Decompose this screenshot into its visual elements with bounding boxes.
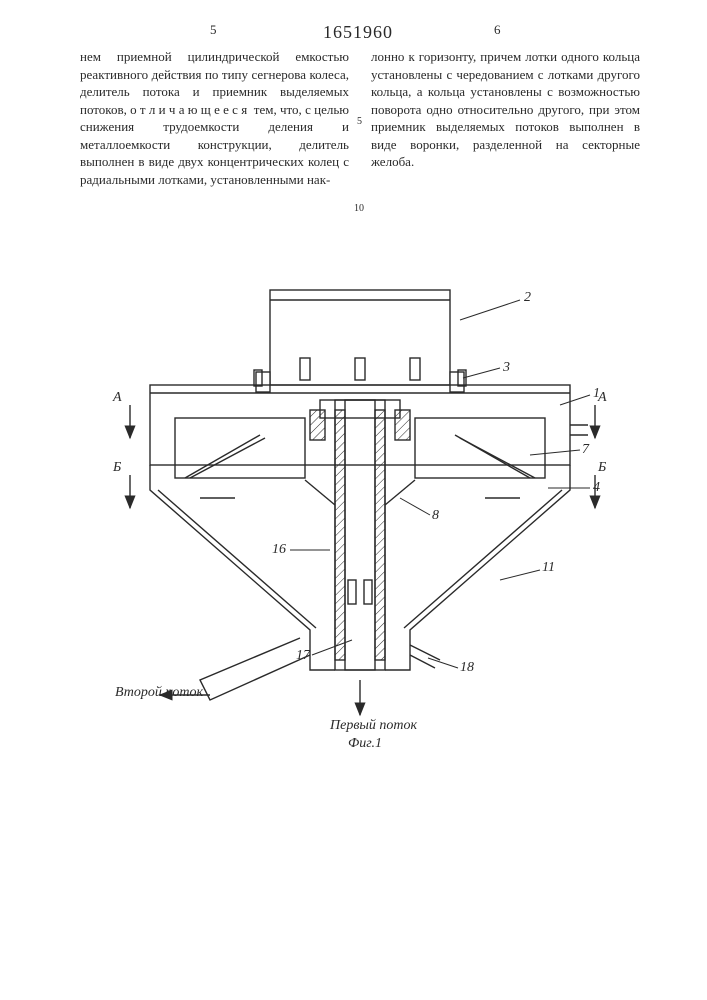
page-number-left: 5: [210, 22, 217, 38]
callout-1: 1: [593, 386, 600, 402]
flow-first-label: Первый поток: [330, 718, 417, 734]
figure-area: А А Б Б 2 3 1 7 4 8 11 16 17 18 Второй п…: [0, 260, 707, 860]
document-number: 1651960: [323, 22, 393, 43]
callout-2: 2: [524, 290, 531, 306]
callout-16: 16: [272, 542, 286, 558]
flow-second-label: Второй поток: [115, 685, 203, 701]
callout-3: 3: [503, 360, 510, 376]
column-left: нем приемной цилиндрической емкостью реа…: [80, 48, 349, 188]
callout-7: 7: [582, 442, 589, 458]
section-a-left: А: [113, 390, 122, 406]
page-number-right: 6: [494, 22, 501, 38]
callout-4: 4: [593, 480, 600, 496]
figure-svg: [0, 260, 707, 860]
callout-17: 17: [296, 648, 310, 664]
figure-caption: Фиг.1: [348, 736, 382, 752]
callout-11: 11: [542, 560, 555, 576]
line-number-5: 5: [357, 116, 362, 127]
callout-18: 18: [460, 660, 474, 676]
line-number-10: 10: [354, 203, 364, 214]
section-b-right: Б: [598, 460, 606, 476]
callout-8: 8: [432, 508, 439, 524]
column-right: лонно к горизонту, причем лотки одного к…: [371, 48, 640, 188]
section-b-left: Б: [113, 460, 121, 476]
